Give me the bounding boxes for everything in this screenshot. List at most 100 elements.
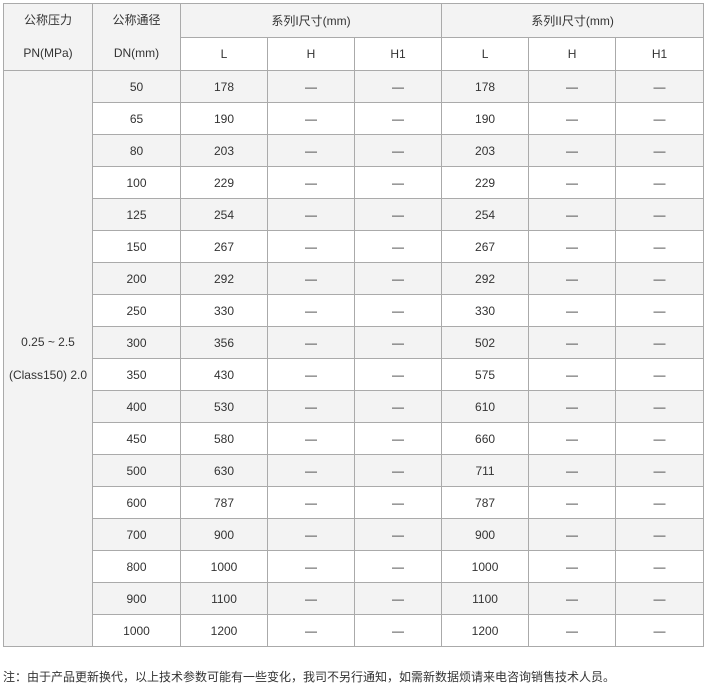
cell-l1: 267 xyxy=(180,230,268,263)
cell-hh1: — xyxy=(353,70,443,103)
cell-dn: 900 xyxy=(92,582,181,615)
cell-l1: 1200 xyxy=(180,614,268,647)
table-row: 900 1100— —1100— — xyxy=(3,582,705,615)
cell-hh2: — xyxy=(615,294,705,327)
cell-hh1: — xyxy=(353,166,443,199)
table-row: 600 787— —787— — xyxy=(3,486,705,519)
cell-h2: — xyxy=(528,166,617,199)
header-h: H xyxy=(267,36,355,71)
table-row: 450 580— —660— — xyxy=(3,422,705,455)
cell-hh1: — xyxy=(353,262,443,295)
header-h1: H1 xyxy=(615,36,705,71)
table-row: 1000 1200— —1200— — xyxy=(3,614,705,647)
cell-l1: 530 xyxy=(180,390,268,423)
cell-h1: — xyxy=(267,198,355,231)
cell-l2: 254 xyxy=(441,198,530,231)
cell-hh2: — xyxy=(615,518,705,551)
cell-l2: 900 xyxy=(441,518,530,551)
cell-h1: — xyxy=(267,70,355,103)
cell-hh2: — xyxy=(615,358,705,391)
table-row: 150 267— —267— — xyxy=(3,230,705,263)
cell-hh1: — xyxy=(353,102,443,135)
table-row: 700 900— —900— — xyxy=(3,518,705,551)
cell-l1: 580 xyxy=(180,422,268,455)
cell-h2: — xyxy=(528,614,617,647)
dimension-table: 公称压力 PN(MPa) 公称通径 DN(mm) 系列I尺寸(mm) 系列II尺寸(… xyxy=(3,3,705,647)
cell-hh2: — xyxy=(615,422,705,455)
cell-l1: 292 xyxy=(180,262,268,295)
cell-h1: — xyxy=(267,230,355,263)
cell-dn: 800 xyxy=(92,550,181,583)
cell-l1: 356 xyxy=(180,326,268,359)
cell-l2: 1200 xyxy=(441,614,530,647)
cell-h2: — xyxy=(528,486,617,519)
cell-hh2: — xyxy=(615,262,705,295)
cell-h2: — xyxy=(528,198,617,231)
cell-h1: — xyxy=(267,358,355,391)
cell-h2: — xyxy=(528,102,617,135)
cell-dn: 300 xyxy=(92,326,181,359)
table-row: 250 330— —330— — xyxy=(3,294,705,327)
cell-dn: 700 xyxy=(92,518,181,551)
table-row: 0.25 ~ 2.5 (Class150) 2.0 50 178— —178— — xyxy=(3,70,705,647)
header-l: L xyxy=(180,36,268,71)
cell-h1: — xyxy=(267,582,355,615)
cell-h1: — xyxy=(267,390,355,423)
cell-hh1: — xyxy=(353,358,443,391)
cell-dn: 100 xyxy=(92,166,181,199)
cell-h2: — xyxy=(528,454,617,487)
cell-hh2: — xyxy=(615,486,705,519)
cell-l2: 502 xyxy=(441,326,530,359)
cell-hh1: — xyxy=(353,582,443,615)
cell-hh1: — xyxy=(353,454,443,487)
cell-l1: 203 xyxy=(180,134,268,167)
cell-l1: 900 xyxy=(180,518,268,551)
cell-l2: 229 xyxy=(441,166,530,199)
cell-dn: 65 xyxy=(92,102,181,135)
cell-h1: — xyxy=(267,262,355,295)
header-series-1: 系列I尺寸(mm) xyxy=(179,3,443,38)
cell-h2: — xyxy=(528,70,617,103)
cell-l1: 1100 xyxy=(180,582,268,615)
cell-h1: — xyxy=(267,454,355,487)
cell-h2: — xyxy=(528,422,617,455)
cell-dn: 600 xyxy=(92,486,181,519)
cell-hh2: — xyxy=(615,70,705,103)
cell-l2: 1100 xyxy=(441,582,530,615)
table-row: 125 254— —254— — xyxy=(3,198,705,231)
cell-hh1: — xyxy=(353,390,443,423)
footnote: 注：由于产品更新换代，以上技术参数可能有一些变化，我司不另行通知，如需新数据烦请… xyxy=(3,670,616,684)
header-pressure: 公称压力 PN(MPa) xyxy=(3,3,93,71)
cell-l2: 660 xyxy=(441,422,530,455)
cell-dn: 200 xyxy=(92,262,181,295)
cell-h2: — xyxy=(528,550,617,583)
cell-h2: — xyxy=(528,390,617,423)
table-row: 300 356— —502— — xyxy=(3,326,705,359)
cell-hh1: — xyxy=(353,486,443,519)
cell-h1: — xyxy=(267,614,355,647)
cell-hh1: — xyxy=(353,422,443,455)
cell-h2: — xyxy=(528,294,617,327)
cell-hh2: — xyxy=(615,134,705,167)
cell-dn: 1000 xyxy=(92,614,181,647)
cell-h2: — xyxy=(528,358,617,391)
cell-l2: 190 xyxy=(441,102,530,135)
cell-l2: 178 xyxy=(441,70,530,103)
cell-dn: 50 xyxy=(92,70,181,103)
table-row: 400 530— —610— — xyxy=(3,390,705,423)
cell-dn: 250 xyxy=(92,294,181,327)
cell-l2: 292 xyxy=(441,262,530,295)
cell-l1: 430 xyxy=(180,358,268,391)
cell-l2: 267 xyxy=(441,230,530,263)
cell-hh2: — xyxy=(615,102,705,135)
cell-hh1: — xyxy=(353,294,443,327)
cell-l1: 630 xyxy=(180,454,268,487)
header-dn: 公称通径 DN(mm) xyxy=(92,3,181,71)
cell-l1: 787 xyxy=(180,486,268,519)
header-series-2: 系列II尺寸(mm) xyxy=(441,3,705,38)
cell-h1: — xyxy=(267,326,355,359)
cell-h2: — xyxy=(528,582,617,615)
cell-dn: 150 xyxy=(92,230,181,263)
cell-l2: 203 xyxy=(441,134,530,167)
cell-h2: — xyxy=(528,262,617,295)
